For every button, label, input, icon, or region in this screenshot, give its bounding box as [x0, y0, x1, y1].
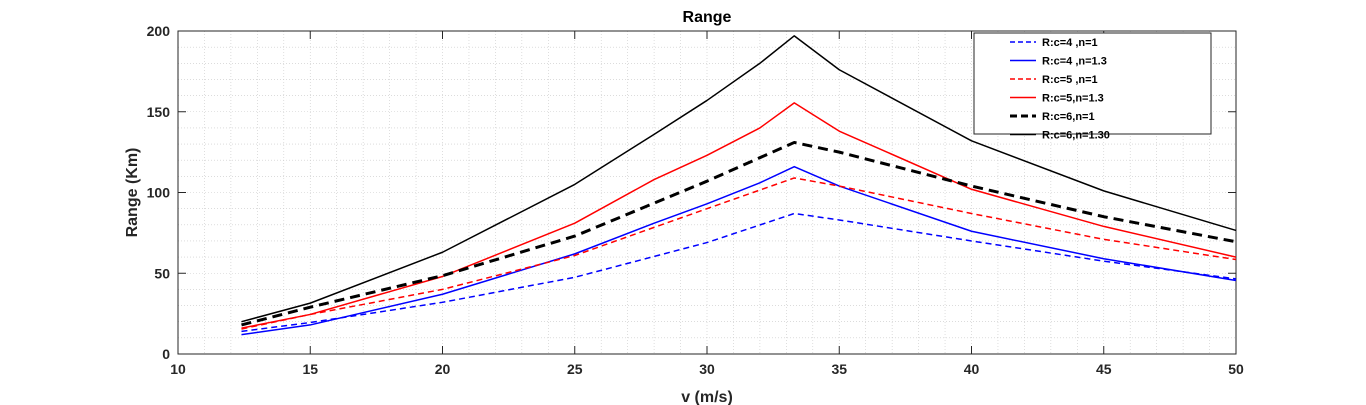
x-tick-label: 35: [831, 361, 847, 377]
y-axis-label: Range (Km): [124, 148, 141, 238]
series-line-2: [241, 165, 1237, 336]
x-tick-label: 50: [1228, 361, 1244, 377]
chart-title: Range: [683, 9, 732, 26]
y-tick-label: 150: [147, 104, 171, 120]
legend: R:c=4 ,n=1 R:c=4 ,n=1.3 R:c=5 ,n=1 R:c=5,n=…: [973, 32, 1212, 142]
series-line-5: [241, 140, 1237, 327]
x-tick-label: 45: [1096, 361, 1112, 377]
series-line-1: [241, 212, 1237, 333]
legend-entry-6: R:c=6,n=1.30: [1042, 130, 1110, 142]
x-axis-label: v (m/s): [681, 389, 733, 405]
legend-entry-2: R:c=4 ,n=1.3: [1042, 56, 1107, 68]
series-line-6: [241, 35, 1237, 323]
series-line-4: [241, 102, 1237, 329]
x-tick-label: 25: [567, 361, 583, 377]
legend-entry-4: R:c=5,n=1.3: [1042, 93, 1104, 105]
x-tick-label: 10: [170, 361, 186, 377]
x-tick-label: 15: [302, 361, 318, 377]
legend-entry-5: R:c=6,n=1: [1042, 111, 1095, 123]
axis-ticks: 10 15 20 25 30 35 40 45 50 0 50 100 150 200: [147, 23, 1244, 377]
series-lines: [241, 35, 1237, 336]
y-tick-label: 200: [147, 23, 171, 39]
x-tick-label: 40: [964, 361, 980, 377]
legend-entry-3: R:c=5 ,n=1: [1042, 74, 1098, 86]
y-tick-label: 0: [162, 346, 170, 362]
y-tick-label: 100: [147, 185, 171, 201]
y-tick-label: 50: [154, 265, 170, 281]
legend-entry-1: R:c=4 ,n=1: [1042, 37, 1098, 49]
series-line-3: [241, 177, 1237, 330]
x-tick-label: 30: [699, 361, 715, 377]
x-tick-label: 20: [435, 361, 451, 377]
